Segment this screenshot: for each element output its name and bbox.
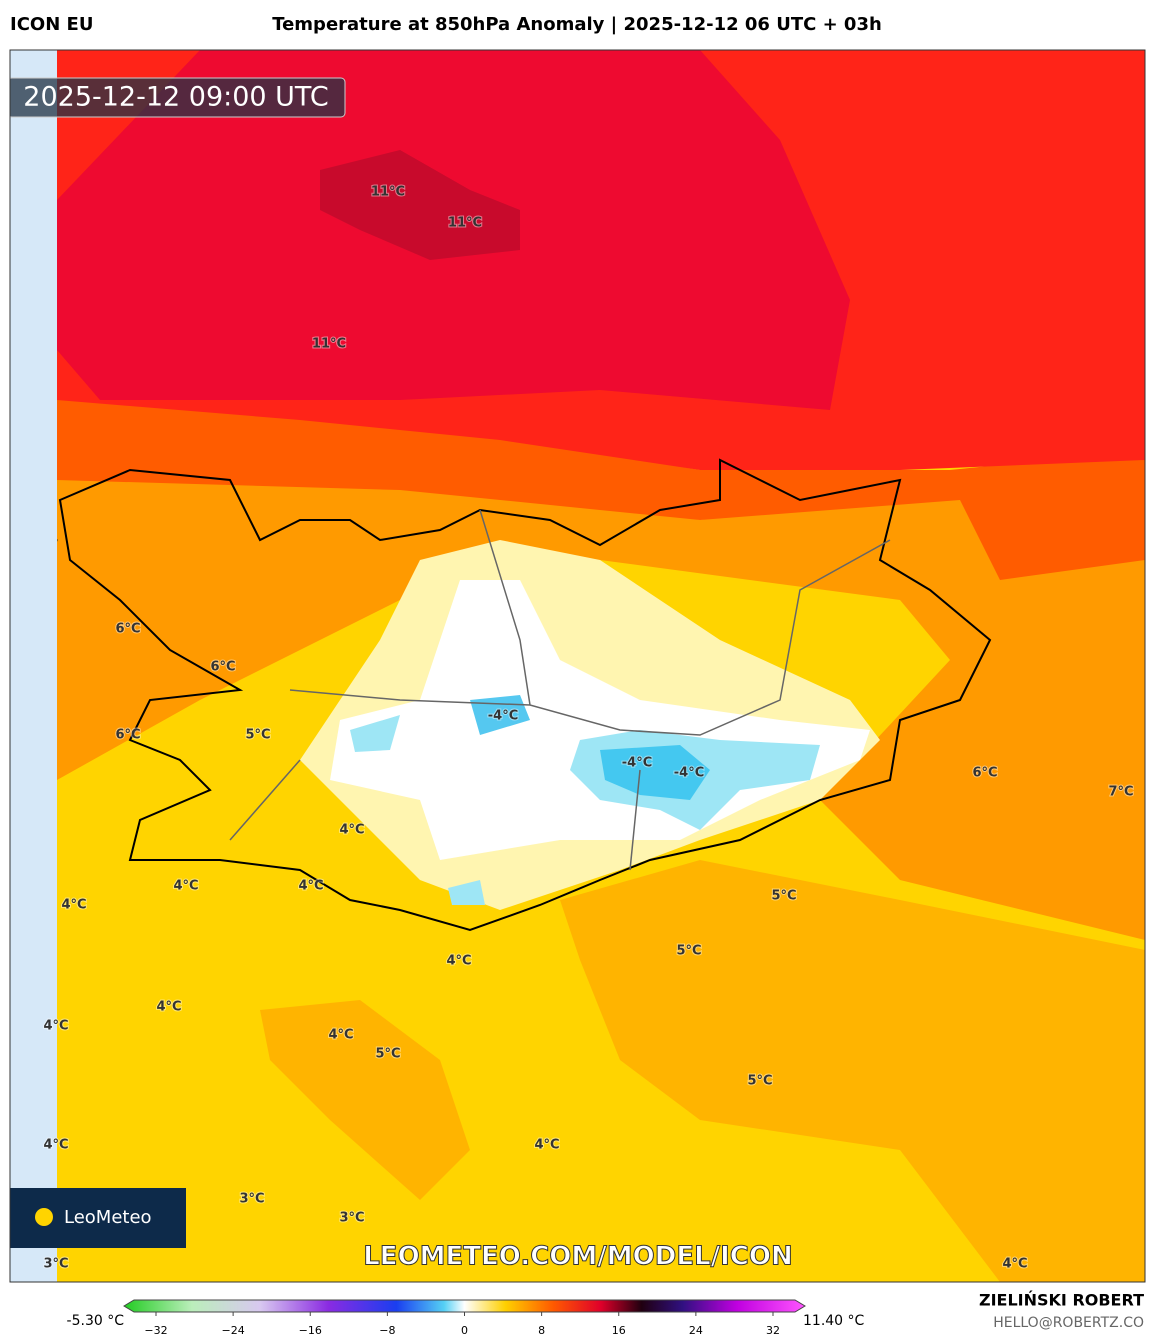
contour-label: -4°C xyxy=(674,766,704,781)
contour-label: 4°C xyxy=(446,954,471,969)
contour-labels: 11°C 11°C 11°C 6°C 6°C 6°C 5°C -4°C -4°C -4°C 4°C 4… xyxy=(42,184,1134,1273)
map-frame xyxy=(9,49,1146,1283)
contour-label: 3°C xyxy=(339,1211,364,1226)
contour-label: 5°C xyxy=(375,1047,400,1062)
contour-label: 6°C xyxy=(210,660,235,675)
colorbar-tick-label: 16 xyxy=(612,1324,626,1337)
colorbar-max: 11.40 °C xyxy=(803,1313,865,1329)
author: ZIELIŃSKI ROBERT xyxy=(979,1291,1144,1310)
logo: LeoMeteo xyxy=(64,1207,152,1228)
contour-label: 11°C xyxy=(312,337,346,352)
contour-label: -4°C xyxy=(622,756,652,771)
model-name: ICON EU xyxy=(10,14,93,35)
contour-label: 7°C xyxy=(1108,785,1133,800)
field-red-orange xyxy=(57,390,1145,580)
field-orange-light xyxy=(560,860,1145,1282)
contour-label: 3°C xyxy=(43,1257,68,1272)
map: 11°C 11°C 11°C 6°C 6°C 6°C 5°C -4°C -4°C -4°C 4°C 4… xyxy=(10,50,1145,1282)
field-orange-light xyxy=(260,1000,470,1200)
contour-label: 6°C xyxy=(115,728,140,743)
contour-label: 5°C xyxy=(771,889,796,904)
colorbar-tick-label: −32 xyxy=(144,1324,167,1337)
colorbar-tick-label: −24 xyxy=(222,1324,245,1337)
colorbar-tick-label: 0 xyxy=(461,1324,468,1337)
watermark: LEOMETEO.COM/MODEL/ICON xyxy=(363,1242,793,1272)
contour-label: 4°C xyxy=(43,1138,68,1153)
contour-label: 4°C xyxy=(534,1138,559,1153)
contour-label: 11°C xyxy=(371,185,405,200)
contour-label: 4°C xyxy=(1002,1257,1027,1272)
contour-label: 4°C xyxy=(43,1019,68,1034)
timestamp-box xyxy=(10,77,346,118)
field-light-blue xyxy=(350,715,400,752)
roads xyxy=(229,509,891,871)
colorbar-tick-label: 24 xyxy=(689,1324,703,1337)
contour-label: 3°C xyxy=(239,1192,264,1207)
edge-strip xyxy=(10,50,57,1282)
coastline xyxy=(58,458,992,932)
title: Temperature at 850hPa Anomaly | 2025-12-… xyxy=(272,14,882,35)
contour-label: 6°C xyxy=(972,766,997,781)
contour-label: 4°C xyxy=(339,823,364,838)
contour-label: -4°C xyxy=(488,709,518,724)
colorbar-min: -5.30 °C xyxy=(67,1313,125,1329)
colorbar xyxy=(123,1299,806,1313)
contour-label: 4°C xyxy=(173,879,198,894)
contour-label: 4°C xyxy=(61,898,86,913)
contour-label: 4°C xyxy=(156,1000,181,1015)
colorbar-tick-label: −8 xyxy=(379,1324,395,1337)
contour-label: 11°C xyxy=(448,216,482,231)
contour-label: 5°C xyxy=(747,1074,772,1089)
contour-label: 5°C xyxy=(245,728,270,743)
field-dark-red xyxy=(320,150,520,260)
colorbar-tick-label: 32 xyxy=(766,1324,780,1337)
contour-label: 5°C xyxy=(676,944,701,959)
field-light-blue xyxy=(448,880,485,905)
contact: HELLO@ROBERTZ.CO xyxy=(993,1315,1144,1331)
colorbar-tick-label: −16 xyxy=(299,1324,322,1337)
colorbar-ticks: −32 −24 −16 −8 0 8 16 24 32 xyxy=(144,1312,780,1337)
field-blue xyxy=(600,745,710,800)
logo-sun xyxy=(35,1208,53,1226)
contour-label: 4°C xyxy=(298,879,323,894)
colorbar-tick-label: 8 xyxy=(538,1324,545,1337)
contour-label: 6°C xyxy=(115,622,140,637)
field-orange xyxy=(57,470,1145,940)
contour-label: 4°C xyxy=(328,1028,353,1043)
timestamp: 2025-12-12 09:00 UTC xyxy=(23,82,328,113)
